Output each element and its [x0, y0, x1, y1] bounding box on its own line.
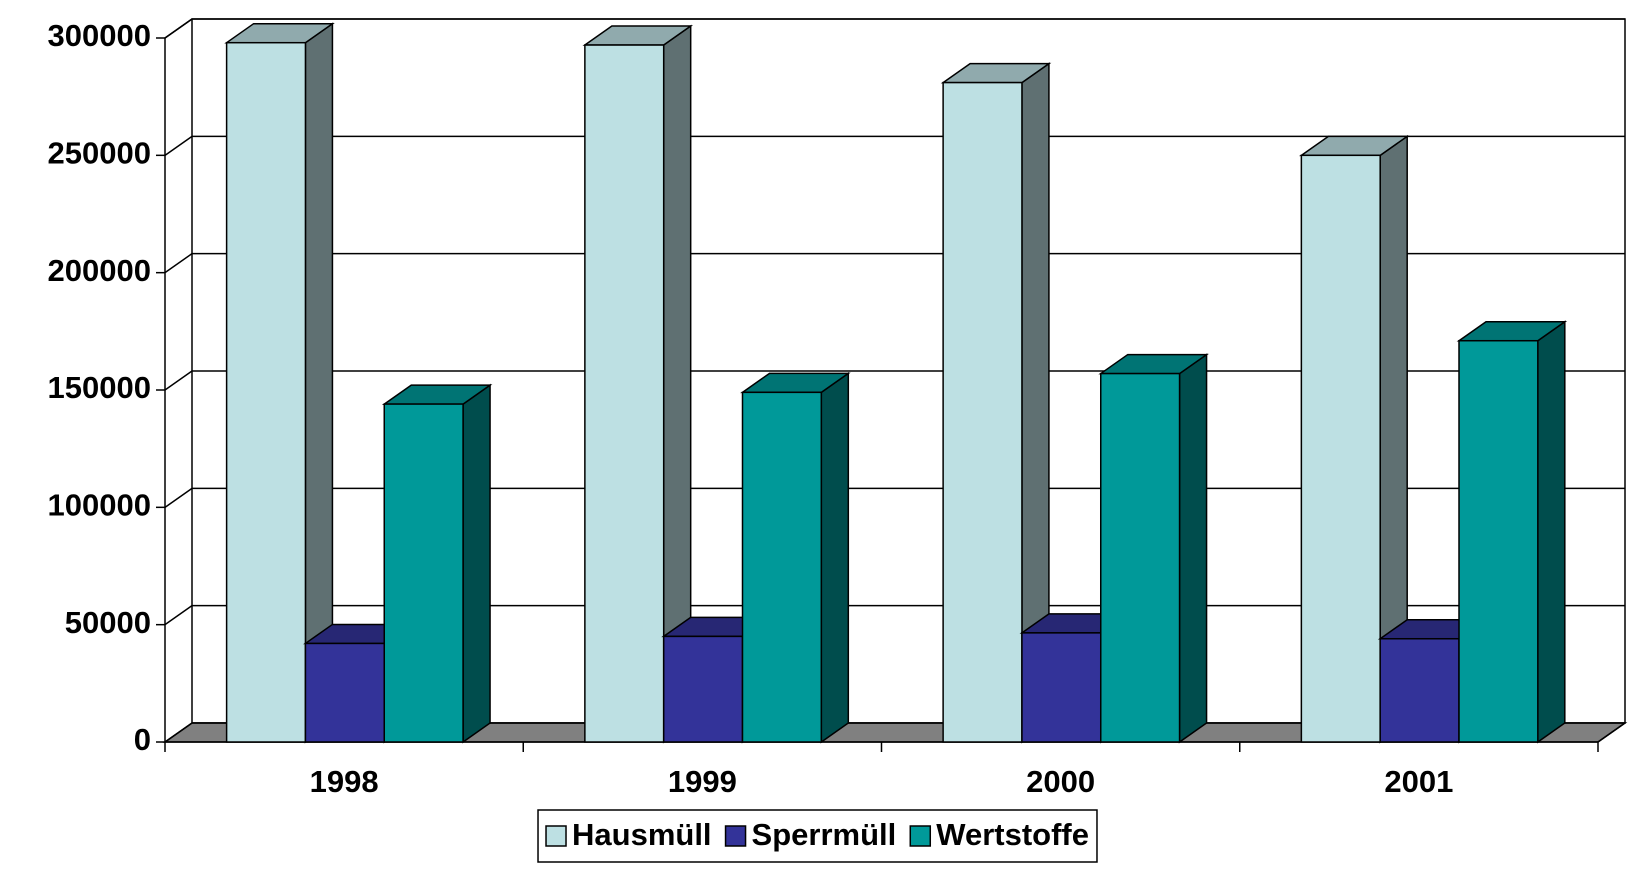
x-tick-label: 1998 — [310, 764, 379, 799]
bar-group — [582, 24, 694, 744]
legend-label: Hausmüll — [572, 817, 712, 852]
bar-side — [462, 383, 491, 744]
bar — [1379, 637, 1460, 743]
grid-line-side — [164, 135, 193, 156]
bar — [1021, 632, 1102, 743]
bar — [942, 81, 1023, 743]
legend-swatch — [545, 825, 567, 847]
bar — [741, 391, 823, 743]
bar — [304, 642, 385, 743]
bar-group — [1098, 353, 1209, 744]
bar-group — [224, 22, 335, 744]
bar — [383, 403, 464, 743]
legend-box — [537, 809, 1098, 863]
legend-swatch — [724, 825, 747, 847]
legend-label: Wertstoffe — [936, 817, 1089, 852]
legend-swatch — [909, 825, 932, 847]
bar — [662, 635, 744, 743]
x-tick-label: 1999 — [668, 764, 737, 799]
y-tick-label: 200000 — [48, 253, 151, 288]
bar-group — [1456, 320, 1568, 744]
bar-side — [1178, 353, 1208, 744]
bar — [1300, 154, 1381, 743]
bar — [1458, 339, 1539, 743]
grid-line-side — [164, 722, 193, 743]
y-tick-label: 0 — [134, 722, 151, 757]
legend-label: Sperrmüll — [752, 817, 897, 852]
x-axis-back — [1597, 722, 1626, 743]
bar-group — [381, 383, 493, 744]
bar — [225, 41, 307, 743]
bar — [1099, 372, 1181, 743]
bar-side — [1537, 320, 1566, 744]
x-tick-label: 2000 — [1026, 764, 1095, 799]
y-tick-label: 150000 — [48, 370, 151, 405]
y-tick-label: 250000 — [48, 136, 151, 171]
y-tick-label: 50000 — [65, 605, 151, 640]
grid-line-side — [164, 487, 193, 508]
legend: Hausmüll Sperrmüll Wertstoffe — [537, 809, 1098, 863]
y-tick-label: 300000 — [48, 18, 151, 53]
bar-group — [940, 62, 1052, 744]
bar — [584, 44, 665, 743]
bar-group — [740, 371, 851, 744]
y-tick-label: 100000 — [48, 488, 151, 523]
grid-line-side — [164, 253, 193, 274]
bar-side — [820, 371, 850, 744]
grid-line-side — [164, 370, 193, 391]
x-tick-label: 2001 — [1384, 764, 1453, 799]
grid-line-side — [164, 18, 193, 39]
grid-line-side — [164, 605, 193, 626]
